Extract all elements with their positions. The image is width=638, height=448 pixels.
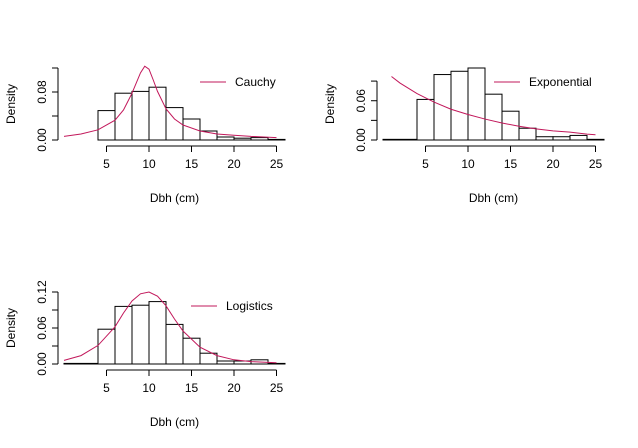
histogram-bar xyxy=(148,86,167,141)
x-tick-label: 5 xyxy=(422,157,429,171)
x-axis-label: Dbh (cm) xyxy=(469,191,518,205)
x-tick-label: 15 xyxy=(185,157,199,171)
histogram-bar xyxy=(501,110,520,141)
x-tick-label: 5 xyxy=(103,157,110,171)
histogram-bar xyxy=(63,362,99,365)
legend-label: Cauchy xyxy=(235,75,276,89)
histogram-bar xyxy=(382,138,418,141)
legend-label: Exponential xyxy=(529,75,592,89)
x-tick-label: 25 xyxy=(270,157,284,171)
y-axis-label: Density xyxy=(323,84,337,124)
histogram-bar xyxy=(199,130,218,141)
histogram-bar xyxy=(165,323,184,365)
histogram-bar xyxy=(552,136,571,141)
x-tick-label: 5 xyxy=(103,381,110,395)
x-axis-label: Dbh (cm) xyxy=(150,415,199,429)
x-tick-label: 20 xyxy=(546,157,560,171)
histogram-bar xyxy=(484,93,503,141)
y-tick-label: 0.06 xyxy=(354,89,368,113)
histogram-bar xyxy=(450,70,469,141)
x-axis-label: Dbh (cm) xyxy=(150,191,199,205)
panel-bottom-left: 5 10 15 20 25 0.00 0.06 0.12 Dbh (cm) Density Logi… xyxy=(4,280,286,429)
legend-label: Logistics xyxy=(226,299,273,313)
histogram-bar xyxy=(114,305,133,365)
x-tick-label: 10 xyxy=(142,157,156,171)
histogram-bar xyxy=(97,328,116,365)
histogram-bar xyxy=(433,74,452,141)
y-axis-label: Density xyxy=(4,308,18,348)
histogram-bar xyxy=(199,352,218,365)
y-tick-label: 0.08 xyxy=(35,80,49,104)
panel-top-right: 5 10 15 20 25 0.00 0.06 Dbh (cm) Density Exponent… xyxy=(323,67,605,205)
histogram-bar xyxy=(416,98,435,141)
x-tick-label: 25 xyxy=(589,157,603,171)
x-tick-label: 10 xyxy=(142,381,156,395)
x-tick-label: 20 xyxy=(227,381,241,395)
histogram-bar xyxy=(182,118,201,141)
fitted-curve-logistics xyxy=(63,291,277,364)
histogram-bar xyxy=(233,137,252,141)
histogram-bar xyxy=(586,138,605,141)
y-axis-label: Density xyxy=(4,84,18,124)
x-tick-label: 10 xyxy=(461,157,475,171)
histogram-bar xyxy=(182,337,201,365)
histogram-bar xyxy=(148,301,167,365)
y-tick-label: 0.06 xyxy=(35,316,49,340)
y-tick-label: 0.00 xyxy=(354,128,368,152)
histogram-bar xyxy=(569,134,588,141)
histogram-bar xyxy=(216,136,235,141)
histogram-bar xyxy=(518,127,537,141)
y-tick-label: 0.00 xyxy=(35,352,49,376)
histogram-bar xyxy=(267,362,286,365)
histogram-bar xyxy=(467,67,486,141)
x-tick-label: 15 xyxy=(185,381,199,395)
x-tick-label: 25 xyxy=(270,381,284,395)
fitted-curve-cauchy xyxy=(63,65,277,139)
histogram-bar xyxy=(131,90,150,141)
histogram-bar xyxy=(216,360,235,365)
y-tick-label: 0.12 xyxy=(35,280,49,304)
histogram-bar xyxy=(267,138,286,141)
panel-top-left: 5 10 15 20 25 0.00 0.08 Dbh (cm) Density Cauchy xyxy=(4,65,286,205)
x-tick-label: 15 xyxy=(504,157,518,171)
fitted-curve-exponential xyxy=(391,76,596,136)
histogram-bar xyxy=(131,304,150,365)
y-tick-label: 0.00 xyxy=(35,128,49,152)
histogram-bar xyxy=(535,136,554,141)
histogram-bar xyxy=(250,137,269,141)
x-tick-label: 20 xyxy=(227,157,241,171)
